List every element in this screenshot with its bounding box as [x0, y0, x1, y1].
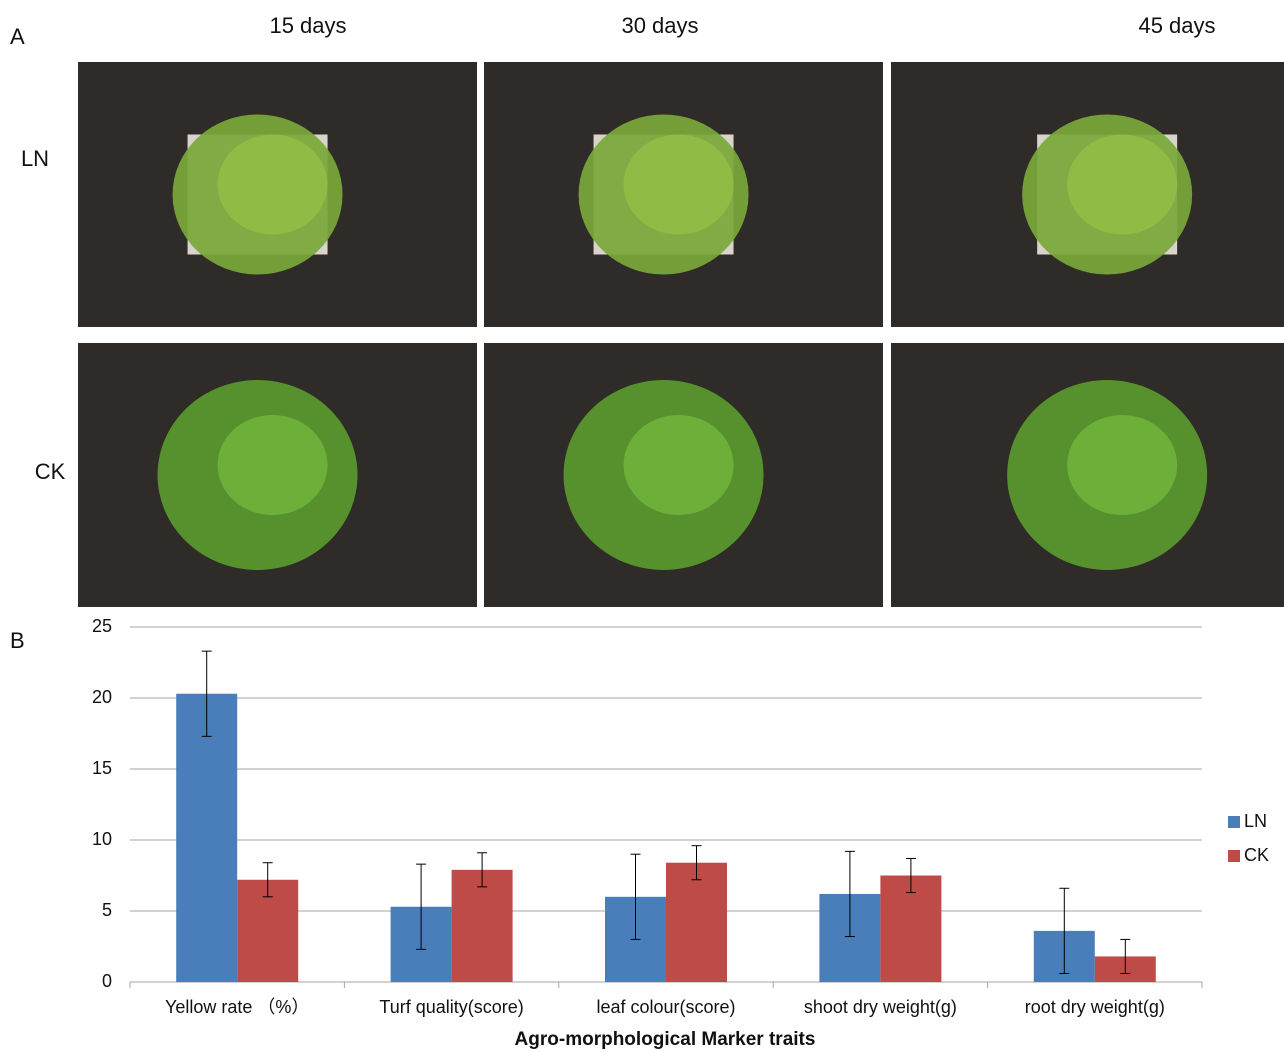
row-label: CK — [35, 459, 66, 484]
x-tick-label: leaf colour(score) — [596, 997, 735, 1017]
legend-swatch — [1228, 816, 1240, 828]
x-tick-label: root dry weight(g) — [1025, 997, 1165, 1017]
column-label: 45 days — [1138, 13, 1215, 38]
column-label: 30 days — [621, 13, 698, 38]
x-tick-label: shoot dry weight(g) — [804, 997, 957, 1017]
x-tick-label: Turf quality(score) — [379, 997, 523, 1017]
legend-label: CK — [1244, 845, 1269, 865]
plant — [218, 135, 328, 235]
plant — [1067, 135, 1177, 235]
x-axis-title: Agro-morphological Marker traits — [515, 1029, 816, 1050]
x-tick-label: Yellow rate （%） — [165, 997, 309, 1017]
bar — [176, 694, 237, 982]
bar — [666, 863, 727, 982]
row-label: LN — [21, 146, 49, 171]
plant — [218, 415, 328, 515]
plant — [624, 135, 734, 235]
legend-label: LN — [1244, 811, 1267, 831]
column-label: 15 days — [269, 13, 346, 38]
plant — [624, 415, 734, 515]
panel-label: B — [10, 628, 25, 653]
panel-label: A — [10, 24, 25, 49]
y-tick-label: 5 — [102, 900, 112, 920]
plant — [1067, 415, 1177, 515]
y-tick-label: 15 — [92, 758, 112, 778]
figure: A 15 days 30 days 45 days LN CK B 0 5 10 15… — [0, 0, 1284, 1052]
y-tick-label: 0 — [102, 971, 112, 991]
y-tick-label: 10 — [92, 829, 112, 849]
y-tick-label: 25 — [92, 616, 112, 636]
photos — [78, 62, 1284, 607]
y-tick-label: 20 — [92, 687, 112, 707]
legend-swatch — [1228, 850, 1240, 862]
